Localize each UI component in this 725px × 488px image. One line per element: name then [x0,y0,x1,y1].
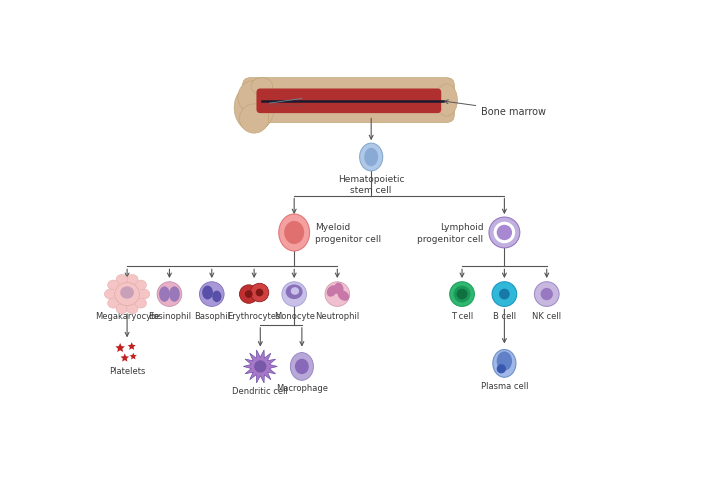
Polygon shape [128,343,136,350]
Ellipse shape [286,285,302,300]
Ellipse shape [295,359,309,374]
Text: Macrophage: Macrophage [276,384,328,392]
Polygon shape [120,354,129,362]
Ellipse shape [457,289,468,300]
Ellipse shape [489,218,520,248]
Text: Lymphoid
progenitor cell: Lymphoid progenitor cell [418,223,484,243]
Text: Megakaryocyte: Megakaryocyte [95,311,160,320]
Ellipse shape [256,289,263,297]
Ellipse shape [497,352,512,371]
Text: Plasma cell: Plasma cell [481,381,528,390]
Text: Platelets: Platelets [109,366,145,376]
Ellipse shape [251,79,273,96]
Ellipse shape [290,353,313,381]
Ellipse shape [239,104,269,134]
Ellipse shape [497,365,506,374]
Ellipse shape [199,282,224,307]
Text: Myeloid
progenitor cell: Myeloid progenitor cell [315,223,381,243]
Ellipse shape [284,222,304,244]
Ellipse shape [202,286,213,300]
FancyBboxPatch shape [257,89,442,114]
Ellipse shape [291,287,299,295]
Ellipse shape [325,282,349,307]
Text: B cell: B cell [493,311,516,320]
Polygon shape [130,353,137,360]
Ellipse shape [360,144,383,171]
Ellipse shape [104,289,116,300]
Ellipse shape [127,304,138,314]
Text: Bone marrow: Bone marrow [444,101,546,117]
Ellipse shape [120,287,134,299]
Ellipse shape [493,350,516,377]
Ellipse shape [250,284,269,302]
Ellipse shape [157,282,182,307]
Ellipse shape [135,281,146,290]
Text: T cell: T cell [451,311,473,320]
Ellipse shape [245,291,252,298]
Text: Hematopoietic
stem cell: Hematopoietic stem cell [338,175,405,195]
Ellipse shape [450,282,474,307]
Ellipse shape [282,282,307,307]
Ellipse shape [254,361,267,373]
Ellipse shape [327,285,337,297]
Ellipse shape [115,283,139,306]
Ellipse shape [454,286,471,303]
Ellipse shape [212,291,221,303]
Ellipse shape [497,225,512,241]
Text: NK cell: NK cell [532,311,561,320]
Text: Erythrocytes: Erythrocytes [228,311,281,320]
Ellipse shape [239,285,258,304]
Ellipse shape [234,85,274,132]
Text: Monocyte: Monocyte [273,311,315,320]
FancyBboxPatch shape [243,79,455,123]
Text: Neutrophil: Neutrophil [315,311,360,320]
Polygon shape [115,343,125,352]
Ellipse shape [436,85,457,117]
Ellipse shape [494,222,515,244]
Ellipse shape [169,287,180,302]
Ellipse shape [107,281,119,290]
Text: Dendritic cell: Dendritic cell [232,386,289,396]
Ellipse shape [159,287,170,302]
Polygon shape [244,350,277,383]
Ellipse shape [364,148,378,167]
Ellipse shape [279,215,310,251]
Ellipse shape [127,275,138,285]
Ellipse shape [116,275,128,285]
Ellipse shape [107,299,119,308]
Ellipse shape [238,81,268,114]
Ellipse shape [499,289,510,300]
Ellipse shape [116,304,128,314]
Ellipse shape [338,291,349,301]
Ellipse shape [534,282,559,307]
Text: Eosinophil: Eosinophil [148,311,191,320]
Ellipse shape [334,283,344,295]
Ellipse shape [135,299,146,308]
Text: Basophil: Basophil [194,311,230,320]
Ellipse shape [541,288,553,301]
Ellipse shape [492,282,517,307]
Ellipse shape [138,289,150,300]
